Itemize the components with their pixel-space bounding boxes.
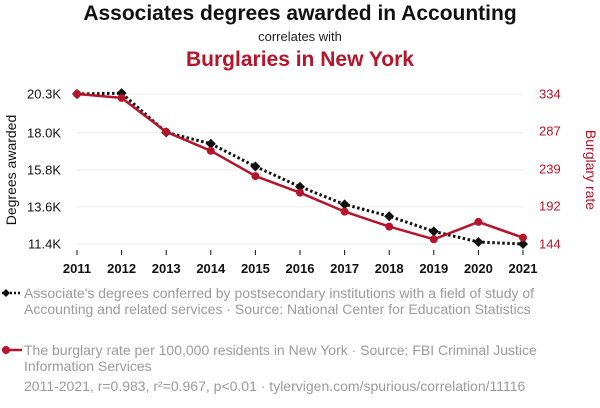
chart-title: Associates degrees awarded in Accounting	[83, 2, 517, 25]
y-tick-label-right: 144	[539, 237, 561, 252]
y-tick-label-left: 13.6K	[27, 199, 61, 214]
series	[72, 88, 528, 249]
y-tick-label-right: 192	[539, 199, 561, 214]
x-tick-label: 2018	[375, 261, 404, 276]
chart-title-secondary: Burglaries in New York	[186, 48, 414, 71]
data-point-diamond	[205, 138, 216, 149]
x-tick-label: 2019	[419, 261, 448, 276]
x-tick-label: 2013	[152, 261, 181, 276]
x-tick-label: 2016	[286, 261, 315, 276]
gridlines	[77, 93, 523, 245]
x-tick-label: 2011	[63, 261, 91, 276]
y-axis-label-left: Degrees awarded	[3, 115, 19, 226]
data-point-diamond	[428, 226, 439, 237]
series-line-0	[76, 91, 524, 246]
y-tick-label-left: 11.4K	[28, 237, 61, 252]
data-point-circle	[429, 235, 438, 244]
footer-stats: 2011-2021, r=0.983, r²=0.967, p<0.01 · t…	[24, 378, 526, 394]
data-point-circle	[117, 93, 126, 102]
chart-subtitle: correlates with	[258, 29, 342, 44]
axes: 11.4K 13.6K 15.8K 18.0K 20.3K 144 192 239 287 334…	[27, 87, 561, 277]
data-point-diamond	[518, 239, 528, 249]
legend-circle-line-icon	[2, 346, 22, 354]
data-point-circle	[73, 90, 81, 98]
data-point-circle	[296, 188, 304, 197]
data-point-diamond	[295, 181, 305, 192]
legend-text-burglary: The burglary rate per 100,000 residents …	[24, 342, 537, 374]
data-point-circle	[474, 217, 483, 226]
data-point-circle	[162, 127, 171, 136]
x-tick-label: 2014	[196, 261, 226, 276]
data-point-circle	[340, 207, 349, 216]
x-tick-label: 2020	[464, 261, 493, 276]
x-tick-label: 2015	[241, 261, 270, 276]
y-tick-label-right: 287	[539, 124, 561, 139]
data-point-diamond	[250, 161, 261, 172]
y-tick-label-left: 20.3K	[27, 87, 61, 102]
y-tick-label-right: 334	[539, 87, 561, 102]
x-tick-label: 2017	[330, 261, 359, 276]
y-tick-label-left: 18.0K	[27, 125, 61, 140]
y-axis-label-right: Burglary rate	[583, 130, 599, 210]
legend-text-degrees: Associate's degrees conferred by postsec…	[24, 285, 535, 317]
data-point-circle	[206, 146, 215, 155]
x-tick-label: 2021	[509, 261, 538, 276]
x-tick-label: 2012	[107, 261, 136, 276]
y-tick-label-left: 15.8K	[27, 162, 61, 177]
data-point-circle	[385, 222, 394, 231]
data-point-circle	[251, 172, 260, 181]
data-point-diamond	[339, 199, 350, 210]
series-line-1	[76, 92, 524, 241]
data-point-circle	[519, 233, 527, 242]
data-point-diamond	[473, 236, 484, 247]
legend-diamond-line-icon	[2, 289, 22, 297]
y-tick-label-right: 239	[539, 162, 561, 177]
data-point-diamond	[384, 211, 395, 222]
